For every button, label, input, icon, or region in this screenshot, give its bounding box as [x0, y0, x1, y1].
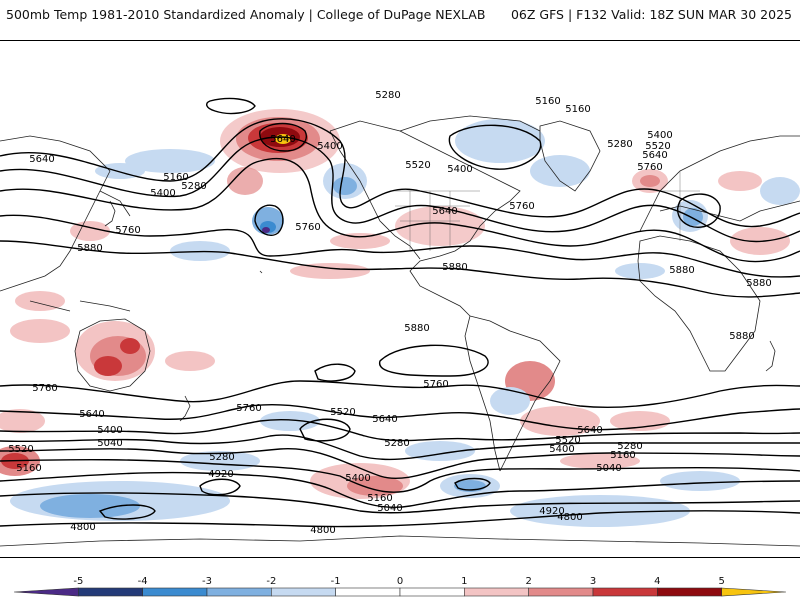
contour-label: 5280 — [209, 452, 234, 463]
contour-label: 5160 — [16, 463, 41, 474]
contour-label: 5880 — [669, 265, 694, 276]
model-run-info: 06Z GFS | F132 Valid: 18Z SUN MAR 30 202… — [510, 7, 792, 22]
contour-label: 5880 — [729, 331, 754, 342]
colorbar-tick-label: -3 — [202, 576, 212, 587]
anomaly-shading — [0, 109, 800, 527]
contour-label: 5520 — [645, 141, 670, 152]
contour-label: 4920 — [208, 469, 233, 480]
colorbar-bin — [657, 587, 722, 597]
colorbar-tick-label: 0 — [396, 576, 404, 587]
contour-label: 5160 — [610, 450, 635, 461]
colorbar-tick-label: 2 — [525, 576, 532, 587]
contour-label: 5760 — [32, 383, 57, 394]
colorbar-bin — [721, 587, 787, 597]
contour-label: 5640 — [270, 134, 295, 145]
contour-label: 5400 — [345, 473, 370, 484]
colorbar-bin — [78, 587, 143, 597]
contour-label: 5040 — [596, 463, 621, 474]
map-header: 500mb Temp 1981-2010 Standardized Anomal… — [0, 0, 800, 40]
contour-label: 5760 — [423, 379, 448, 390]
colorbar-bin — [13, 587, 79, 597]
contour-label: 5760 — [295, 222, 320, 233]
contour-label: 5160 — [163, 172, 188, 183]
contour-label: 5280 — [607, 139, 632, 150]
contour-label: 5760 — [115, 225, 140, 236]
contour-label: 5760 — [509, 201, 534, 212]
contour-label: 5520 — [330, 407, 355, 418]
height-contours — [0, 97, 800, 528]
contour-label: 5160 — [565, 104, 590, 115]
contour-label: 5280 — [375, 90, 400, 101]
colorbar-tick-label: 3 — [589, 576, 597, 587]
contour-label: 5400 — [447, 164, 472, 175]
contour-label: 5400 — [549, 444, 574, 455]
contour-label: 5280 — [617, 441, 642, 452]
contour-label: 5040 — [97, 438, 122, 449]
contour-label: 5760 — [637, 162, 662, 173]
colorbar-bin — [142, 587, 208, 597]
product-title: 500mb Temp 1981-2010 Standardized Anomal… — [6, 7, 486, 22]
colorbar-tick-label: 1 — [461, 576, 468, 587]
coastlines — [0, 115, 800, 547]
contour-label: 5520 — [405, 160, 430, 171]
contour-label: 5640 — [29, 154, 54, 165]
contour-label: 5280 — [384, 438, 409, 449]
contour-label: 5880 — [442, 262, 467, 273]
colorbar-bin — [592, 587, 658, 597]
contour-label: 5880 — [77, 243, 102, 254]
colorbar-bin — [206, 587, 272, 597]
colorbar-tick-label: 5 — [718, 576, 725, 587]
contour-label: 5400 — [317, 141, 342, 152]
contour-label: 5640 — [642, 150, 667, 161]
contour-label: 4920 — [539, 506, 564, 517]
colorbar: -5 -4 -3 -2 -1 0 1 2 3 4 5 — [0, 560, 800, 600]
contour-label: 5400 — [97, 425, 122, 436]
contour-label: 5520 — [8, 444, 33, 455]
colorbar-bin — [399, 587, 465, 597]
contour-label: 5280 — [181, 181, 206, 192]
contour-label: 5400 — [647, 130, 672, 141]
contour-label: 5640 — [577, 425, 602, 436]
contour-label: 5160 — [367, 493, 392, 504]
colorbar-tick-label: -4 — [137, 576, 148, 587]
map-panel: 5280 5160 5160 5640 5400 5160 5400 5280 … — [0, 40, 800, 558]
contour-label: 5160 — [535, 96, 560, 107]
contour-label: 5760 — [236, 403, 261, 414]
contour-label: 5400 — [150, 188, 175, 199]
colorbar-tick-label: -1 — [330, 576, 341, 587]
colorbar-tick-label: -2 — [266, 576, 277, 587]
colorbar-strip — [13, 587, 787, 597]
contour-label: 5640 — [432, 206, 457, 217]
contour-labels: 5280 5160 5160 5640 5400 5160 5400 5280 … — [8, 90, 771, 536]
contour-label: 5880 — [404, 323, 429, 334]
colorbar-bin — [528, 587, 594, 597]
contour-label: 5640 — [79, 409, 104, 420]
contour-label: 4800 — [557, 512, 582, 523]
contour-label: 5040 — [377, 503, 402, 514]
colorbar-bin — [271, 587, 336, 597]
colorbar-tick-label: 4 — [654, 576, 661, 587]
colorbar-tick-label: -5 — [73, 576, 84, 587]
contour-label: 4800 — [310, 525, 335, 536]
contour-label: 5520 — [555, 435, 580, 446]
contour-label: 5880 — [746, 278, 771, 289]
colorbar-bin — [335, 587, 401, 597]
anomaly-map: 5280 5160 5160 5640 5400 5160 5400 5280 … — [0, 41, 800, 557]
contour-label: 5640 — [372, 414, 397, 425]
colorbar-bin — [464, 587, 529, 597]
contour-label: 4800 — [70, 522, 95, 533]
